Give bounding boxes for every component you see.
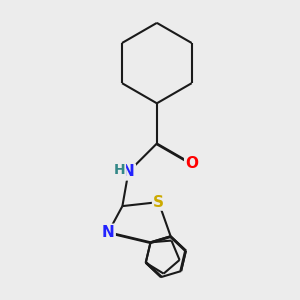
Text: S: S [153, 195, 164, 210]
Text: N: N [102, 225, 115, 240]
Text: H: H [114, 163, 125, 177]
Text: O: O [185, 156, 198, 171]
Text: N: N [122, 164, 135, 179]
